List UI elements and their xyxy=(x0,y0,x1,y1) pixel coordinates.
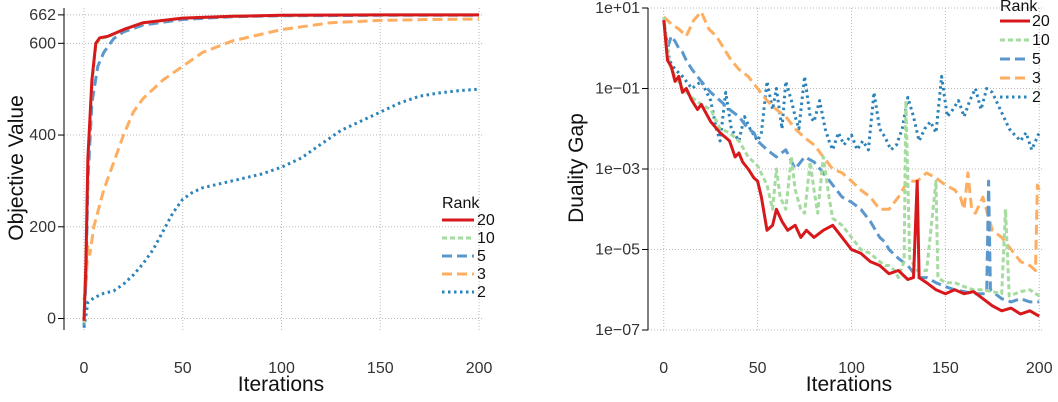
objective-y-tick-label: 600 xyxy=(29,35,56,52)
objective-x-tick-label: 100 xyxy=(268,360,295,377)
objective-x-tick-label: 50 xyxy=(174,360,192,377)
duality-y-tick-label: 1e−01 xyxy=(595,81,640,98)
duality-y-tick-label: 1e−03 xyxy=(595,161,640,178)
objective-value-chart: 0 200 400 600 662 0 50 100 150 200 Iterations Obj… xyxy=(5,7,495,396)
objective-y-tick-label: 400 xyxy=(29,127,56,144)
duality-x-tick-label: 200 xyxy=(1026,360,1053,377)
objective-legend: Rank 20 10 5 3 2 xyxy=(442,195,495,301)
duality-legend-title: Rank xyxy=(1000,0,1038,15)
duality-legend-label-2: 2 xyxy=(1032,89,1041,106)
objective-y-axis-title: Objective Value xyxy=(5,95,28,241)
objective-legend-item-20: 20 xyxy=(442,212,495,229)
objective-y-tick-label: 200 xyxy=(29,219,56,236)
objective-legend-label-10: 10 xyxy=(477,230,495,247)
objective-x-axis-title: Iterations xyxy=(238,373,324,396)
objective-ticks: 0 200 400 600 662 0 50 100 150 200 xyxy=(29,7,492,377)
objective-legend-title: Rank xyxy=(442,195,480,212)
duality-x-tick-label: 100 xyxy=(838,360,865,377)
duality-legend-label-5: 5 xyxy=(1032,51,1041,68)
objective-legend-label-20: 20 xyxy=(477,212,495,229)
duality-series-line-20 xyxy=(662,19,1040,318)
duality-legend-item-20: 20 xyxy=(1000,13,1050,30)
objective-series-lines xyxy=(82,13,480,328)
objective-legend-label-2: 2 xyxy=(477,284,486,301)
objective-series-line-20 xyxy=(82,13,479,321)
objective-x-tick-label: 150 xyxy=(367,360,394,377)
objective-legend-item-3: 3 xyxy=(442,266,486,283)
duality-x-tick-label: 0 xyxy=(659,360,668,377)
duality-series-line-3 xyxy=(662,10,1041,272)
duality-x-tick-label: 50 xyxy=(749,360,767,377)
duality-y-tick-label: 1e+01 xyxy=(595,0,640,17)
duality-series-line-10 xyxy=(662,16,1041,298)
objective-legend-label-3: 3 xyxy=(477,266,486,283)
duality-legend-item-2: 2 xyxy=(1000,89,1041,106)
duality-legend-item-5: 5 xyxy=(1000,51,1041,68)
objective-series-line-2 xyxy=(82,87,480,328)
objective-legend-item-10: 10 xyxy=(442,230,495,247)
duality-x-tick-label: 150 xyxy=(932,360,959,377)
objective-y-tick-label: 662 xyxy=(29,7,56,24)
duality-gap-chart: 1e−07 1e−05 1e−03 1e−01 1e+01 0 50 100 150 200 It… xyxy=(565,0,1053,396)
duality-x-axis-title: Iterations xyxy=(806,373,892,396)
duality-legend-item-10: 10 xyxy=(1000,32,1050,49)
objective-legend-item-2: 2 xyxy=(442,284,486,301)
duality-legend-item-3: 3 xyxy=(1000,70,1041,87)
objective-grid xyxy=(64,8,483,330)
objective-y-tick-label: 0 xyxy=(47,311,56,328)
objective-series-line-3 xyxy=(82,17,480,301)
duality-ticks: 1e−07 1e−05 1e−03 1e−01 1e+01 0 50 100 150 200 xyxy=(595,0,1053,377)
duality-y-tick-label: 1e−07 xyxy=(595,322,640,339)
objective-legend-label-5: 5 xyxy=(477,248,486,265)
objective-x-tick-label: 200 xyxy=(466,360,493,377)
objective-x-tick-label: 0 xyxy=(79,360,88,377)
duality-y-axis-title: Duality Gap xyxy=(565,113,588,223)
duality-legend: Rank 20 10 5 3 2 xyxy=(1000,0,1050,106)
duality-y-tick-label: 1e−05 xyxy=(595,242,640,259)
objective-legend-item-5: 5 xyxy=(442,248,486,265)
duality-legend-label-3: 3 xyxy=(1032,70,1041,87)
duality-series-lines xyxy=(662,10,1041,318)
objective-series-line-10 xyxy=(82,13,479,324)
duality-series-line-2 xyxy=(662,19,1041,152)
duality-legend-label-10: 10 xyxy=(1032,32,1050,49)
duality-legend-label-20: 20 xyxy=(1032,13,1050,30)
duality-series-line-5 xyxy=(662,19,1040,304)
duality-grid xyxy=(648,7,1043,331)
